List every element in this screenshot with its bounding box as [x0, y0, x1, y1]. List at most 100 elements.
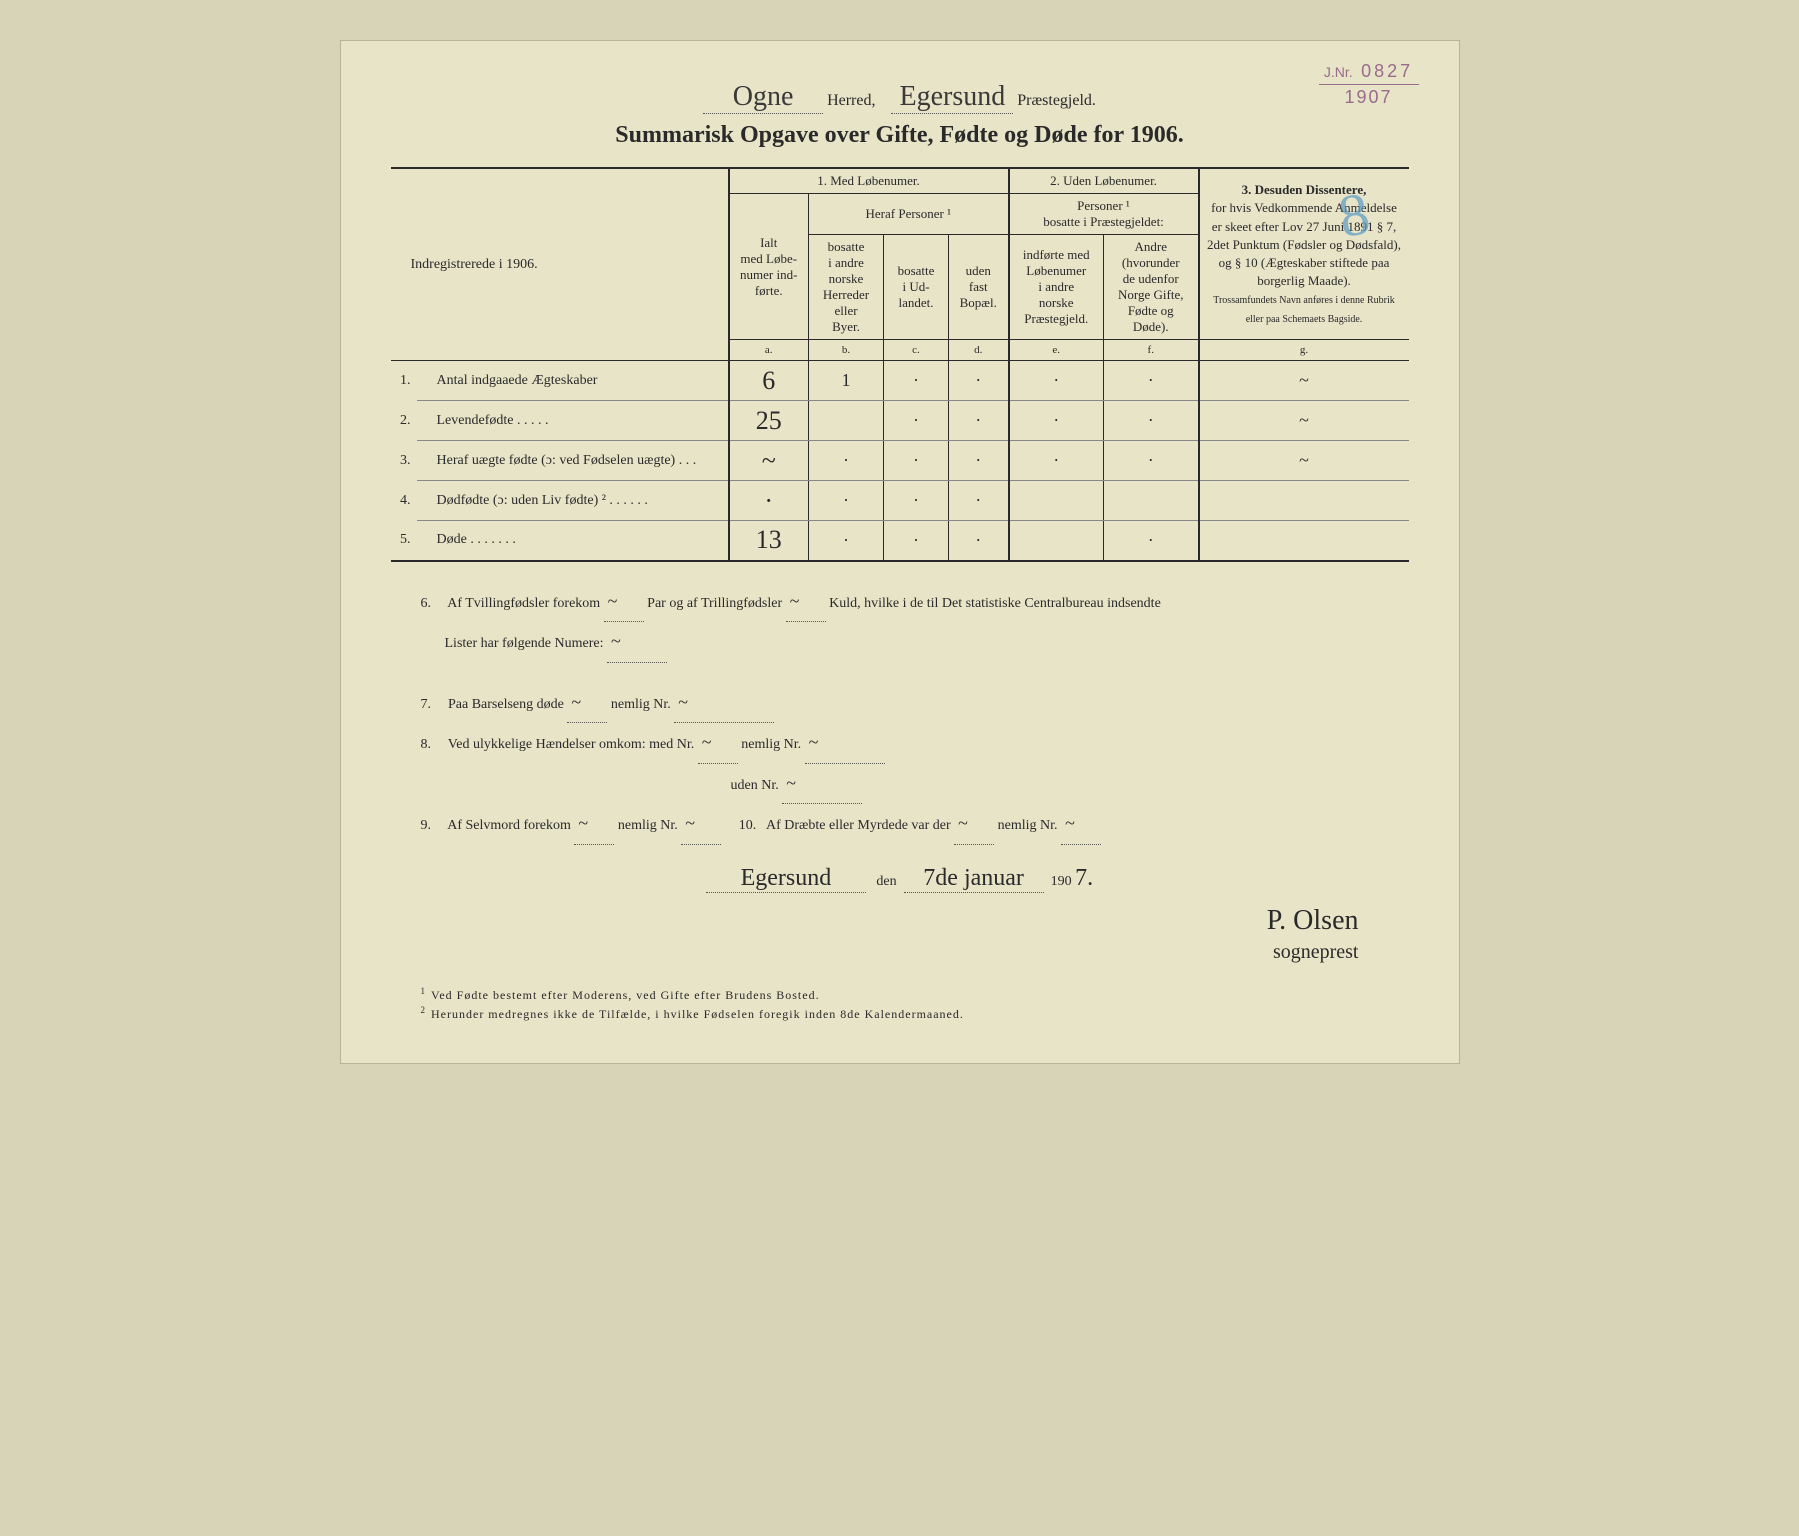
- cell-c: ·: [884, 521, 949, 561]
- group3-title: 3. Desuden Dissentere,: [1242, 182, 1367, 197]
- sig-den: den: [876, 874, 896, 889]
- cell-b: ·: [809, 441, 884, 481]
- l6v1: ~: [604, 582, 644, 623]
- letter-e: e.: [1009, 340, 1104, 361]
- cell-a: 6: [729, 361, 809, 401]
- letter-b: b.: [809, 340, 884, 361]
- group3-cell: 3. Desuden Dissentere, for hvis Vedkomme…: [1199, 168, 1409, 340]
- journal-stamp: J.Nr. 0827 1907: [1319, 61, 1419, 108]
- table-row: 2.Levendefødte . . . . .25····~: [391, 401, 1409, 441]
- header-line: Ogne Herred, Egersund Præstegjeld.: [391, 81, 1409, 114]
- cell-g: ~: [1199, 361, 1409, 401]
- line8c: uden Nr.: [731, 778, 779, 793]
- signature-block: Egersund den 7de januar 190 7.: [391, 865, 1409, 893]
- signature: P. Olsen sogneprest: [391, 903, 1359, 965]
- l7v2: ~: [674, 683, 774, 724]
- cell-e: ·: [1009, 361, 1104, 401]
- cell-d: ·: [949, 481, 1009, 521]
- cell-e: ·: [1009, 401, 1104, 441]
- group3-small: Trossamfundets Navn anføres i denne Rubr…: [1213, 295, 1395, 324]
- document-page: J.Nr. 0827 1907 Ogne Herred, Egersund Pr…: [340, 40, 1460, 1064]
- col-e-header: indførte med Løbenumer i andre norske Pr…: [1009, 235, 1104, 340]
- l8v1: ~: [698, 723, 738, 764]
- l7v1: ~: [567, 683, 607, 724]
- line10: Af Dræbte eller Myrdede var der: [766, 818, 951, 833]
- cell-c: ·: [884, 441, 949, 481]
- cell-g: ~: [1199, 401, 1409, 441]
- l6v3: ~: [607, 622, 667, 663]
- l8v2: ~: [805, 723, 885, 764]
- l8v3: ~: [782, 764, 862, 805]
- group1-title: 1. Med Løbenumer.: [729, 168, 1009, 194]
- cell-c: ·: [884, 401, 949, 441]
- cell-d: ·: [949, 521, 1009, 561]
- cell-a: 13: [729, 521, 809, 561]
- herred-value: Ogne: [703, 81, 823, 114]
- cell-c: ·: [884, 361, 949, 401]
- letter-d: d.: [949, 340, 1009, 361]
- row-label: Antal indgaaede Ægteskaber: [417, 361, 729, 401]
- sig-year-prefix: 190: [1051, 874, 1072, 889]
- table-row: 3.Heraf uægte fødte (ɔ: ved Fødselen uæg…: [391, 441, 1409, 481]
- row-num: 4.: [391, 481, 417, 521]
- row-label: Heraf uægte fødte (ɔ: ved Fødselen uægte…: [417, 441, 729, 481]
- cell-b: ·: [809, 481, 884, 521]
- cell-f: [1104, 481, 1199, 521]
- table-row: 5.Døde . . . . . . .13····: [391, 521, 1409, 561]
- line9: Af Selvmord forekom: [447, 818, 571, 833]
- line7: Paa Barselseng døde: [448, 697, 564, 712]
- cell-f: ·: [1104, 361, 1199, 401]
- page-title: Summarisk Opgave over Gifte, Fødte og Dø…: [391, 122, 1409, 149]
- line6a: Af Tvillingfødsler forekom: [447, 596, 600, 611]
- sig-year-end: 7.: [1075, 865, 1093, 891]
- letter-f: f.: [1104, 340, 1199, 361]
- main-table: Indregistrerede i 1906. 1. Med Løbenumer…: [391, 167, 1409, 562]
- cell-e: ·: [1009, 441, 1104, 481]
- letter-g: g.: [1199, 340, 1409, 361]
- l10v2: ~: [1061, 804, 1101, 845]
- table-row: 4.Dødfødte (ɔ: uden Liv fødte) ² . . . .…: [391, 481, 1409, 521]
- sig-date: 7de januar: [904, 865, 1044, 893]
- cell-f: ·: [1104, 441, 1199, 481]
- l10v1: ~: [954, 804, 994, 845]
- praestegjeld-value: Egersund: [891, 81, 1013, 114]
- row-label: Levendefødte . . . . .: [417, 401, 729, 441]
- cell-b: 1: [809, 361, 884, 401]
- col-d-header: uden fast Bopæl.: [949, 235, 1009, 340]
- heraf-header: Heraf Personer ¹: [809, 194, 1009, 235]
- praestegjeld-label: Præstegjeld.: [1017, 92, 1096, 109]
- cell-d: ·: [949, 441, 1009, 481]
- row-label: Dødfødte (ɔ: uden Liv fødte) ² . . . . .…: [417, 481, 729, 521]
- line9b: nemlig Nr.: [618, 818, 678, 833]
- row-num: 5.: [391, 521, 417, 561]
- cell-e: [1009, 481, 1104, 521]
- cell-b: ·: [809, 521, 884, 561]
- line6b: Par og af Trillingfødsler: [647, 596, 782, 611]
- sig-name: P. Olsen: [391, 903, 1359, 939]
- footnote-2: Herunder medregnes ikke de Tilfælde, i h…: [431, 1007, 964, 1021]
- cell-c: ·: [884, 481, 949, 521]
- line8: Ved ulykkelige Hændelser omkom: med Nr.: [448, 737, 695, 752]
- cell-b: [809, 401, 884, 441]
- cell-d: ·: [949, 361, 1009, 401]
- cell-a: ~: [729, 441, 809, 481]
- table-row: 1.Antal indgaaede Ægteskaber61····~: [391, 361, 1409, 401]
- l9v1: ~: [574, 804, 614, 845]
- row-num: 3.: [391, 441, 417, 481]
- cell-a: ·: [729, 481, 809, 521]
- cell-e: [1009, 521, 1104, 561]
- row-num: 1.: [391, 361, 417, 401]
- letter-c: c.: [884, 340, 949, 361]
- col-a-header: Ialt med Løbe- numer ind- førte.: [729, 194, 809, 340]
- cell-g: ~: [1199, 441, 1409, 481]
- line8b: nemlig Nr.: [741, 737, 801, 752]
- col-b-header: bosatte i andre norske Herreder eller By…: [809, 235, 884, 340]
- footnotes: 1 Ved Fødte bestemt efter Moderens, ved …: [421, 985, 1379, 1023]
- cell-f: ·: [1104, 521, 1199, 561]
- line6d: Lister har følgende Numere:: [445, 636, 604, 651]
- line7b: nemlig Nr.: [611, 697, 671, 712]
- stamp-label: J.Nr.: [1324, 64, 1353, 80]
- sig-place: Egersund: [706, 865, 866, 893]
- cell-g: [1199, 521, 1409, 561]
- footnote-1: Ved Fødte bestemt efter Moderens, ved Gi…: [431, 988, 820, 1002]
